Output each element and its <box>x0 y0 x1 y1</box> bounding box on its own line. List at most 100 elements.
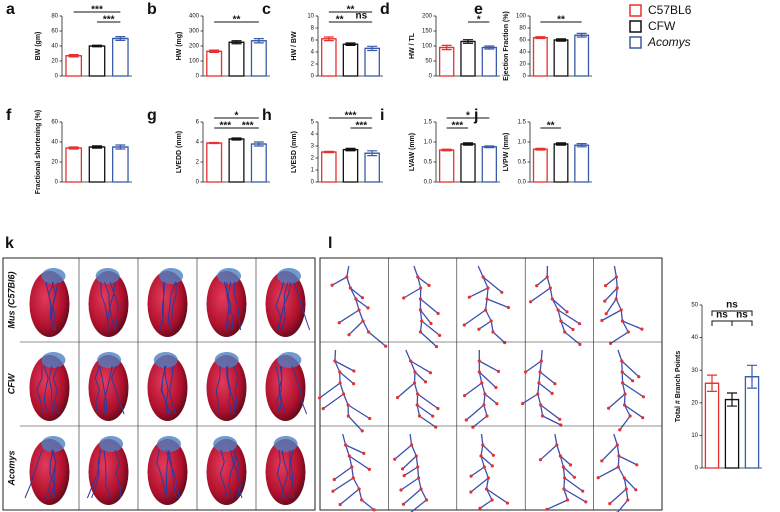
branch-point <box>434 345 439 349</box>
y-tick-label: 400 <box>189 14 200 20</box>
y-tick-label: 3 <box>311 144 315 150</box>
vessel-tracing <box>463 265 509 344</box>
branch-point <box>352 382 356 386</box>
bar <box>206 142 223 183</box>
y-tick-label: 0 <box>55 180 59 186</box>
significance-label: * <box>466 111 470 122</box>
heart-photo <box>29 439 70 505</box>
branch-point <box>362 451 366 455</box>
significance-label: ** <box>557 15 565 26</box>
heart-vessels <box>223 281 241 331</box>
heart-vessels <box>94 365 125 415</box>
bar <box>111 146 129 183</box>
branch-point <box>412 381 417 385</box>
bar <box>553 39 569 77</box>
branch-point <box>419 286 423 290</box>
error-bar <box>439 44 454 51</box>
branch-point <box>480 381 484 385</box>
branch-point <box>545 275 549 279</box>
heart-photo <box>147 271 188 337</box>
y-axis-label: LVAW (mm) <box>409 133 416 171</box>
error-bar <box>533 36 548 40</box>
branch-point <box>503 341 507 345</box>
branch-point <box>345 275 349 279</box>
error-bar <box>554 38 568 42</box>
branch-point <box>536 392 540 396</box>
heart-photo <box>265 439 306 505</box>
branch-point <box>558 454 563 458</box>
branch-point <box>419 487 423 491</box>
bar <box>744 376 760 469</box>
branch-point <box>559 319 563 323</box>
y-tick-label: 20 <box>691 400 698 406</box>
branch-point <box>431 414 435 418</box>
branch-point <box>563 330 567 334</box>
y-axis-label: BW (gm) <box>35 32 42 61</box>
vessel-tracing <box>597 433 638 512</box>
branch-point <box>521 402 525 406</box>
branch-point <box>416 392 420 396</box>
row-label: Mus (C57Bl6) <box>6 271 16 328</box>
branch-point <box>506 305 510 310</box>
branch-point <box>641 416 645 420</box>
branch-point <box>620 319 625 323</box>
y-tick-label: 100 <box>189 59 200 65</box>
y-tick-label: 1.0 <box>518 140 527 146</box>
y-tick-label: 60 <box>519 38 526 44</box>
legend-swatch <box>629 20 642 33</box>
branch-point <box>360 429 364 433</box>
branch-point <box>635 463 639 467</box>
branch-point <box>607 406 611 410</box>
vessel-tracing <box>331 265 387 347</box>
branch-point <box>620 359 624 363</box>
panel-label: h <box>262 107 272 124</box>
row-label: CFW <box>6 372 16 394</box>
branch-point <box>478 506 482 510</box>
branch-point <box>361 319 365 323</box>
significance-label: *** <box>103 15 115 26</box>
bar <box>111 37 129 77</box>
y-tick-label: 50 <box>425 59 432 65</box>
bar <box>553 143 569 183</box>
branch-point <box>367 467 371 471</box>
branch-point <box>550 297 554 301</box>
bar <box>364 152 380 183</box>
error-bar <box>343 147 358 152</box>
y-tick-label: 2 <box>311 62 315 68</box>
y-tick-label: 6 <box>311 38 315 44</box>
legend-label: Acomys <box>647 35 691 49</box>
branch-point <box>438 333 442 337</box>
bar <box>438 46 455 77</box>
branch-point <box>462 323 466 327</box>
panel-label: c <box>262 1 271 18</box>
panel-border <box>2 257 316 511</box>
significance-label: *** <box>242 121 254 132</box>
branch-point <box>538 370 542 374</box>
heart-atrium <box>213 436 238 452</box>
branch-point <box>418 297 423 301</box>
branch-point <box>621 381 625 385</box>
branch-point <box>402 474 406 478</box>
branch-point <box>424 498 429 502</box>
y-tick-label: 0.5 <box>424 160 433 166</box>
branch-point <box>596 476 600 480</box>
panel-label: f <box>6 107 12 124</box>
error-bar <box>321 150 336 154</box>
panel-label: i <box>380 107 384 124</box>
branch-point <box>352 369 356 373</box>
bar <box>364 47 380 77</box>
heart-vessels <box>160 365 177 415</box>
bar <box>250 40 267 77</box>
bar <box>460 40 476 77</box>
branch-point <box>338 381 342 385</box>
branch-point <box>469 474 473 478</box>
branch-point <box>563 476 567 480</box>
bar <box>88 45 106 77</box>
branch-point <box>416 275 420 279</box>
error-bar <box>725 392 739 407</box>
error-bar <box>113 144 128 150</box>
panel-label: e <box>474 1 483 18</box>
bar <box>65 147 83 183</box>
branch-point <box>491 453 495 457</box>
branch-point <box>626 330 630 334</box>
